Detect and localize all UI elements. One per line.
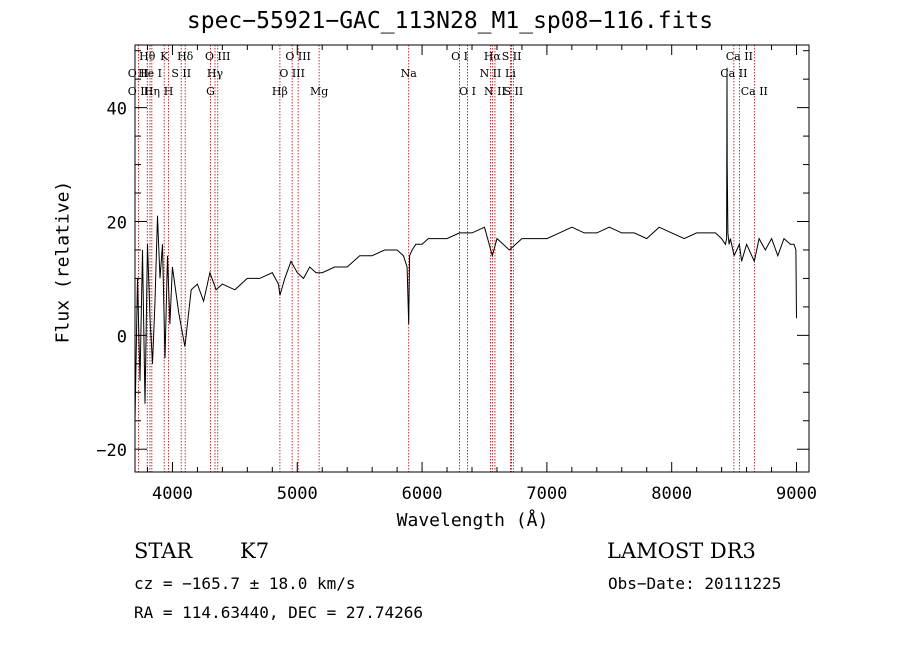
spectral-line-label: O III — [205, 50, 231, 63]
redshift-velocity: cz = −165.7 ± 18.0 km/s — [134, 574, 356, 593]
spectral-line-label: O II — [128, 67, 149, 80]
y-axis-label: Flux (relative) — [52, 180, 74, 344]
x-tick-label: 4000 — [152, 484, 193, 504]
x-tick-label: 9000 — [776, 484, 817, 504]
spectral-line-label: Hη — [144, 85, 160, 98]
spectral-line-label: Ca II — [741, 85, 768, 98]
y-tick-label: 0 — [117, 327, 127, 347]
spectral-line-label: O I — [459, 85, 476, 98]
spectral-line-label: Hα — [484, 50, 502, 63]
y-tick-label: 20 — [107, 213, 127, 233]
y-tick-label: 40 — [107, 100, 127, 120]
spectral-line-label: Li — [505, 67, 516, 80]
object-class: STAR — [134, 539, 193, 563]
spectral-line-label: He I — [138, 67, 162, 80]
spectral-line-label: H — [164, 85, 174, 98]
spectral-line-label: G — [206, 85, 215, 98]
spectral-line-label: Ca II — [720, 67, 747, 80]
spectral-line-label: S II — [503, 85, 523, 98]
x-tick-label: 8000 — [651, 484, 692, 504]
spectral-line-label: Hθ — [139, 50, 156, 63]
spectral-line-label: Ca II — [726, 50, 753, 63]
x-axis-label: Wavelength (Å) — [396, 510, 549, 531]
flux-series-line — [134, 67, 797, 421]
plot-frame — [134, 44, 810, 473]
spectral-line-label: N II — [484, 85, 506, 98]
spectral-line-label: S II — [502, 50, 522, 63]
object-subclass: K7 — [240, 539, 270, 563]
spectral-line-label: Hγ — [207, 67, 224, 80]
spectral-line-label: Na — [401, 67, 418, 80]
spectral-line-label: Mg — [310, 85, 328, 98]
spectral-line-label: O II — [128, 85, 149, 98]
spectral-line-label: O III — [279, 67, 305, 80]
spectral-line-label: O III — [285, 50, 311, 63]
spectral-line-label: S II — [171, 67, 191, 80]
ra-dec-coordinates: RA = 114.63440, DEC = 27.74266 — [134, 603, 423, 622]
observation-date: Obs−Date: 20111225 — [608, 574, 782, 593]
x-tick-label: 6000 — [402, 484, 443, 504]
spectral-line-label: Hδ — [177, 50, 194, 63]
spectral-line-label: N II — [480, 67, 502, 80]
spectral-line-label: Hβ — [272, 85, 288, 98]
spectral-line-label: O I — [451, 50, 468, 63]
spectral-line-label: K — [160, 50, 169, 63]
chart-title: spec−55921−GAC_113N28_M1_sp08−116.fits — [186, 8, 714, 34]
survey-name: LAMOST DR3 — [607, 539, 756, 563]
y-tick-label: −20 — [96, 441, 127, 461]
spectral-line-markers — [137, 45, 755, 472]
x-tick-label: 5000 — [277, 484, 318, 504]
x-tick-label: 7000 — [526, 484, 567, 504]
axis-ticks: 4000 5000 6000 7000 8000 9000 −20 0 20 40 — [96, 45, 817, 504]
